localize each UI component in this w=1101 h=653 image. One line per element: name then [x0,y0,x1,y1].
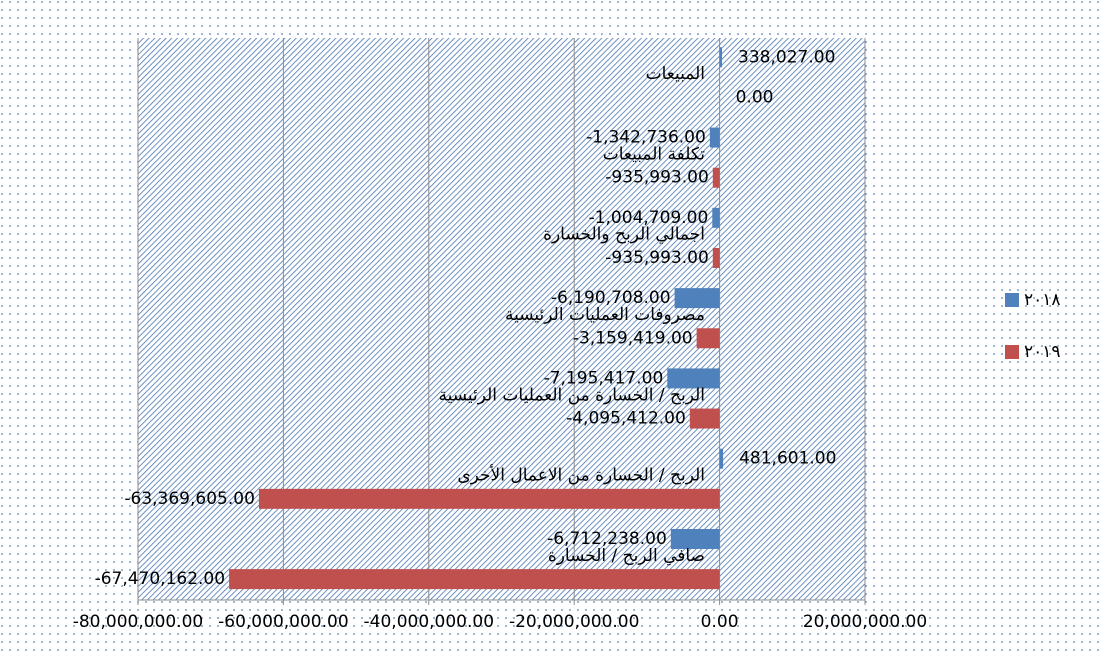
bar [696,328,720,349]
bar [719,448,724,469]
bar [712,167,720,188]
category-label: صافي الربح / الخسارة [548,546,705,566]
bar [674,288,720,309]
bar [229,569,720,590]
category-label: مصروفات العمليات الرئيسية [505,305,705,325]
x-tick-label: -40,000,000.00 [364,612,495,632]
category-label: الربح / الخسارة من الاعمال الأخرى [457,465,705,486]
category-label: المبيعات [646,64,705,84]
bar [712,207,720,228]
data-label: -63,369,605.00 [124,489,255,509]
data-label: -935,993.00 [605,248,708,268]
bar [709,127,720,148]
x-tick-label: 20,000,000.00 [803,612,927,632]
data-label: 481,601.00 [739,449,836,469]
bar [689,408,720,429]
bar [258,488,720,509]
bar [719,47,723,68]
bar [712,247,720,268]
legend-label: ٢٠١٨ [1024,290,1061,310]
data-label: 338,027.00 [738,47,835,67]
x-tick-label: -80,000,000.00 [73,612,204,632]
x-tick-label: -20,000,000.00 [509,612,640,632]
legend-swatch [1005,293,1019,307]
data-label: -3,159,419.00 [573,328,693,348]
data-label: -7,195,417.00 [544,368,664,388]
data-label: -6,190,708.00 [551,288,671,308]
data-label: 0.00 [736,87,774,107]
legend-label: ٢٠١٩ [1024,342,1061,362]
data-label: -67,470,162.00 [95,569,226,589]
bar [667,368,720,389]
category-label: تكلفة المبيعات [603,144,706,164]
x-tick-label: 0.00 [701,612,739,632]
plot-area [138,38,865,600]
data-label: -4,095,412.00 [566,409,686,429]
data-label: -1,342,736.00 [586,128,706,148]
legend-swatch [1005,345,1019,359]
data-label: -6,712,238.00 [547,529,667,549]
bar [670,528,720,549]
data-label: -935,993.00 [605,168,708,188]
category-label: اجمالي الربح والخسارة [543,225,705,245]
category-label: الربح / الخسارة من العمليات الرئيسية [438,385,705,405]
data-label: -1,004,709.00 [589,208,709,228]
x-tick-label: -60,000,000.00 [218,612,349,632]
